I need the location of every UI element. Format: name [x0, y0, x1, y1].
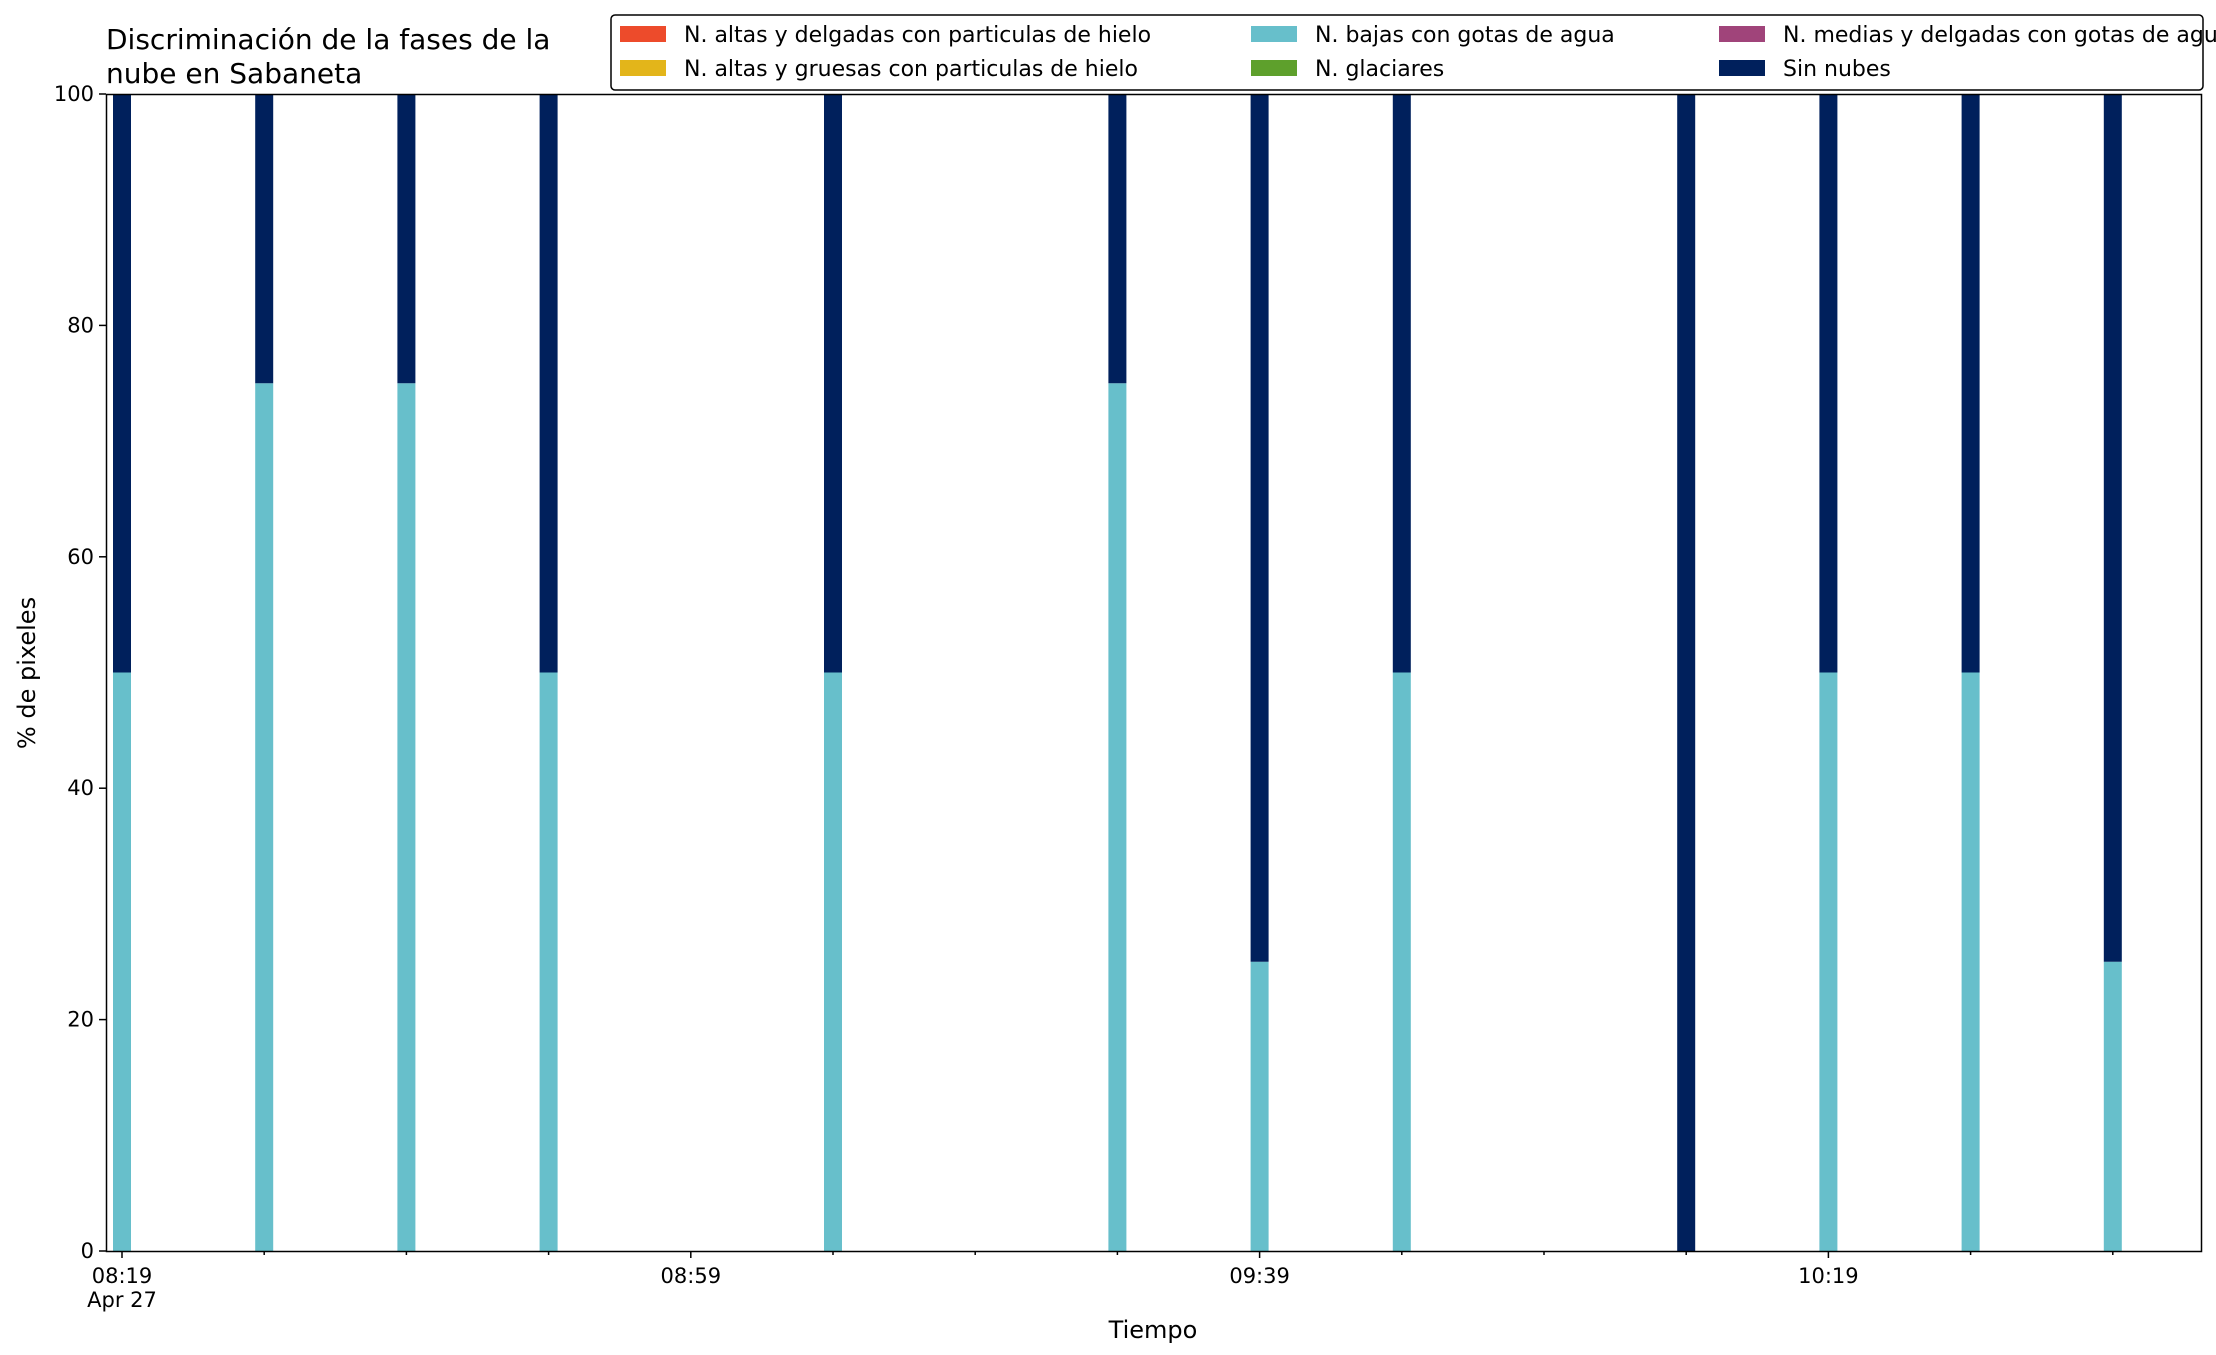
x-axis-label: Tiempo: [1108, 1316, 1198, 1344]
legend-label-bajas_agua: N. bajas con gotas de agua: [1315, 23, 1615, 48]
bar-0949-bajas_agua: [1392, 672, 1411, 1251]
legend-swatch-altas_delgadas: [620, 26, 666, 42]
y-tick-label: 80: [67, 313, 94, 337]
chart-title: Discriminación de la fases de la nube en…: [106, 23, 550, 90]
legend-swatch-sin_nubes: [1719, 60, 1765, 76]
legend-label-altas_delgadas: N. altas y delgadas con particulas de hi…: [684, 23, 1151, 48]
bar-0829-bajas_agua: [255, 383, 274, 1251]
legend-swatch-bajas_agua: [1251, 26, 1297, 42]
bar-1019-bajas_agua: [1819, 672, 1838, 1251]
y-tick-label: 20: [67, 1008, 94, 1032]
plot-frame: [105, 93, 2203, 1253]
bar-0839-bajas_agua: [397, 383, 416, 1251]
bar-0839-sin_nubes: [397, 94, 416, 384]
bars-layer: [113, 94, 2122, 1251]
bar-1039-bajas_agua: [2103, 961, 2122, 1251]
legend-frame: [610, 14, 2204, 91]
bar-1019-sin_nubes: [1819, 94, 1838, 673]
bar-0819-bajas_agua: [113, 672, 131, 1251]
x-tick-label: 09:39: [1229, 1264, 1290, 1288]
chart-title-line-2: nube en Sabaneta: [106, 57, 362, 90]
legend-label-glaciares: N. glaciares: [1315, 57, 1444, 82]
y-axis-label: % de pixeles: [13, 597, 41, 749]
legend: N. altas y delgadas con particulas de hi…: [610, 14, 2216, 91]
chart-title-line-1: Discriminación de la fases de la: [106, 23, 550, 56]
bar-0909-bajas_agua: [824, 672, 842, 1251]
legend-swatch-glaciares: [1251, 60, 1297, 76]
y-tick-label: 60: [67, 545, 94, 569]
bar-0929-sin_nubes: [1108, 94, 1127, 384]
bar-0849-bajas_agua: [539, 672, 558, 1251]
legend-swatch-medias_agua: [1719, 26, 1765, 42]
x-axis: 08:1908:5909:3910:1910:5911:3912:1912:59…: [87, 1251, 2114, 1312]
bar-1039-sin_nubes: [2103, 94, 2122, 962]
bar-0939-sin_nubes: [1250, 94, 1269, 962]
legend-label-medias_agua: N. medias y delgadas con gotas de agua: [1783, 23, 2216, 48]
y-tick-label: 0: [81, 1239, 94, 1263]
bar-0929-bajas_agua: [1108, 383, 1127, 1251]
x-tick-label: 08:59: [661, 1264, 722, 1288]
bar-1029-sin_nubes: [1961, 94, 1980, 673]
bar-1029-bajas_agua: [1961, 672, 1980, 1251]
bar-0939-bajas_agua: [1250, 961, 1269, 1251]
bar-0909-sin_nubes: [824, 94, 842, 673]
legend-label-sin_nubes: Sin nubes: [1783, 57, 1891, 82]
x-tick-label: 08:19: [92, 1264, 153, 1288]
legend-swatch-altas_gruesas: [620, 60, 666, 76]
legend-label-altas_gruesas: N. altas y gruesas con particulas de hie…: [684, 57, 1138, 82]
x-tick-label: 10:19: [1798, 1264, 1859, 1288]
bar-0949-sin_nubes: [1392, 94, 1411, 673]
y-axis: 0 20 40 60 80 100: [54, 82, 106, 1263]
y-tick-label: 100: [54, 82, 94, 106]
bar-1009-sin_nubes: [1677, 94, 1696, 1251]
y-tick-label: 40: [67, 776, 94, 800]
bar-0849-sin_nubes: [539, 94, 558, 673]
bar-0819-sin_nubes: [113, 94, 131, 673]
x-tick-sublabel: Apr 27: [87, 1288, 157, 1312]
bar-0829-sin_nubes: [255, 94, 274, 384]
